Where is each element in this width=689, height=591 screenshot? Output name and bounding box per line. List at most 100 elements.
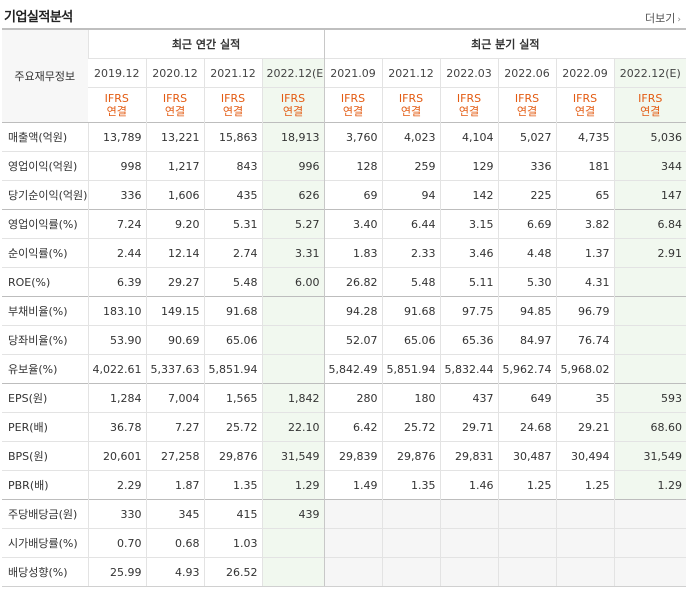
table-row: 매출액(억원) 13,789 13,221 15,863 18,913 3,760 4,02…	[2, 122, 687, 152]
row-label: 영업이익(억원)	[2, 151, 88, 181]
consolidated-label: 연결	[106, 105, 127, 118]
value-cell: 1.87	[145, 470, 204, 500]
value-cell: 6.69	[497, 209, 557, 239]
value-cell: 5,337.63	[145, 354, 204, 384]
row-label: 주당배당금(원)	[2, 499, 88, 529]
value-cell: 25.99	[87, 557, 146, 587]
consolidated-label: 연결	[164, 105, 186, 118]
value-cell: 998	[87, 151, 146, 181]
value-cell: 29,876	[203, 441, 262, 471]
value-cell: 5,962.74	[497, 354, 557, 384]
annual-group-header: 최근 연간 실적	[87, 28, 325, 59]
table-row: ROE(%) 6.39 29.27 5.48 6.00 26.82 5.48 5.11 5.30…	[2, 267, 687, 297]
value-cell: 1.49	[323, 470, 383, 500]
value-cell: 30,494	[555, 441, 615, 471]
value-cell: 0.70	[87, 528, 146, 558]
value-cell: 3.82	[555, 209, 615, 239]
value-cell: 344	[613, 151, 687, 181]
value-cell	[497, 528, 557, 558]
quarter-date-header: 2022.03	[439, 58, 499, 88]
value-cell	[323, 557, 383, 587]
table-row: 배당성향(%) 25.99 4.93 26.52	[2, 557, 687, 587]
table-row: 주당배당금(원) 330 345 415 439	[2, 499, 687, 529]
value-cell: 3,760	[323, 122, 383, 152]
value-cell: 5.48	[381, 267, 441, 297]
value-cell: 76.74	[555, 325, 615, 355]
value-cell: 31,549	[261, 441, 325, 471]
ifrs-header: IFRS 연결	[203, 87, 262, 123]
value-cell: 225	[497, 180, 557, 210]
value-cell: 1.37	[555, 238, 615, 268]
value-cell	[439, 557, 499, 587]
ifrs-label: IFRS	[514, 92, 540, 105]
ifrs-label: IFRS	[280, 92, 306, 105]
value-cell: 4,735	[555, 122, 615, 152]
more-link[interactable]: 더보기 ›	[645, 10, 681, 26]
annual-date-header: 2020.12	[145, 58, 204, 88]
quarter-date-header: 2022.12(E)	[613, 58, 687, 88]
annual-date-header: 2022.12(E)	[261, 58, 325, 88]
row-label: 배당성향(%)	[2, 557, 88, 587]
annual-date-header: 2021.12	[203, 58, 262, 88]
value-cell: 5,968.02	[555, 354, 615, 384]
value-cell: 5,851.94	[203, 354, 262, 384]
value-cell: 29.21	[555, 412, 615, 442]
value-cell: 437	[439, 383, 499, 413]
consolidated-label: 연결	[640, 105, 661, 118]
value-cell: 1.25	[497, 470, 557, 500]
value-cell: 26.82	[323, 267, 383, 297]
value-cell: 27,258	[145, 441, 204, 471]
table-row: 당기순이익(억원) 336 1,606 435 626 69 94 142 225 65 147	[2, 180, 687, 210]
value-cell: 183.10	[87, 296, 146, 326]
ifrs-label: IFRS	[398, 92, 424, 105]
more-link-label: 더보기	[645, 12, 676, 25]
row-label: BPS(원)	[2, 441, 88, 471]
value-cell: 330	[87, 499, 146, 529]
row-label: 순이익률(%)	[2, 238, 88, 268]
value-cell: 1.25	[555, 470, 615, 500]
value-cell: 96.79	[555, 296, 615, 326]
consolidated-label: 연결	[400, 105, 422, 118]
ifrs-header: IFRS 연결	[439, 87, 499, 123]
value-cell: 3.46	[439, 238, 499, 268]
value-cell: 3.31	[261, 238, 325, 268]
value-cell	[439, 528, 499, 558]
quarter-group-header: 최근 분기 실적	[323, 28, 687, 59]
quarter-date-header: 2022.09	[555, 58, 615, 88]
value-cell: 1,217	[145, 151, 204, 181]
value-cell: 35	[555, 383, 615, 413]
value-cell: 6.00	[261, 267, 325, 297]
value-cell: 36.78	[87, 412, 146, 442]
value-cell: 5.11	[439, 267, 499, 297]
value-cell	[555, 557, 615, 587]
value-cell: 2.29	[87, 470, 146, 500]
table-row: 당좌비율(%) 53.90 90.69 65.06 52.07 65.06 65.36 84.…	[2, 325, 687, 355]
value-cell: 2.33	[381, 238, 441, 268]
value-cell: 1,284	[87, 383, 146, 413]
item-header: 주요재무정보	[2, 28, 88, 123]
value-cell: 4.48	[497, 238, 557, 268]
value-cell: 1,842	[261, 383, 325, 413]
value-cell: 1.35	[203, 470, 262, 500]
value-cell: 345	[145, 499, 204, 529]
value-cell	[439, 499, 499, 529]
value-cell: 3.15	[439, 209, 499, 239]
value-cell	[323, 499, 383, 529]
value-cell	[261, 528, 325, 558]
value-cell: 84.97	[497, 325, 557, 355]
value-cell	[381, 557, 441, 587]
value-cell: 29,839	[323, 441, 383, 471]
value-cell: 2.91	[613, 238, 687, 268]
financial-summary-table: 주요재무정보 최근 연간 실적 최근 분기 실적 2019.12 2020.12 2021…	[2, 28, 687, 587]
value-cell: 593	[613, 383, 687, 413]
value-cell: 149.15	[145, 296, 204, 326]
value-cell: 336	[497, 151, 557, 181]
value-cell	[613, 325, 687, 355]
value-cell: 1.29	[613, 470, 687, 500]
value-cell: 65.06	[203, 325, 262, 355]
table-row: 영업이익률(%) 7.24 9.20 5.31 5.27 3.40 6.44 3.15 6.69…	[2, 209, 687, 239]
section-title: 기업실적분석	[4, 10, 73, 25]
consolidated-label: 연결	[574, 105, 596, 118]
value-cell: 147	[613, 180, 687, 210]
ifrs-label: IFRS	[220, 92, 246, 105]
